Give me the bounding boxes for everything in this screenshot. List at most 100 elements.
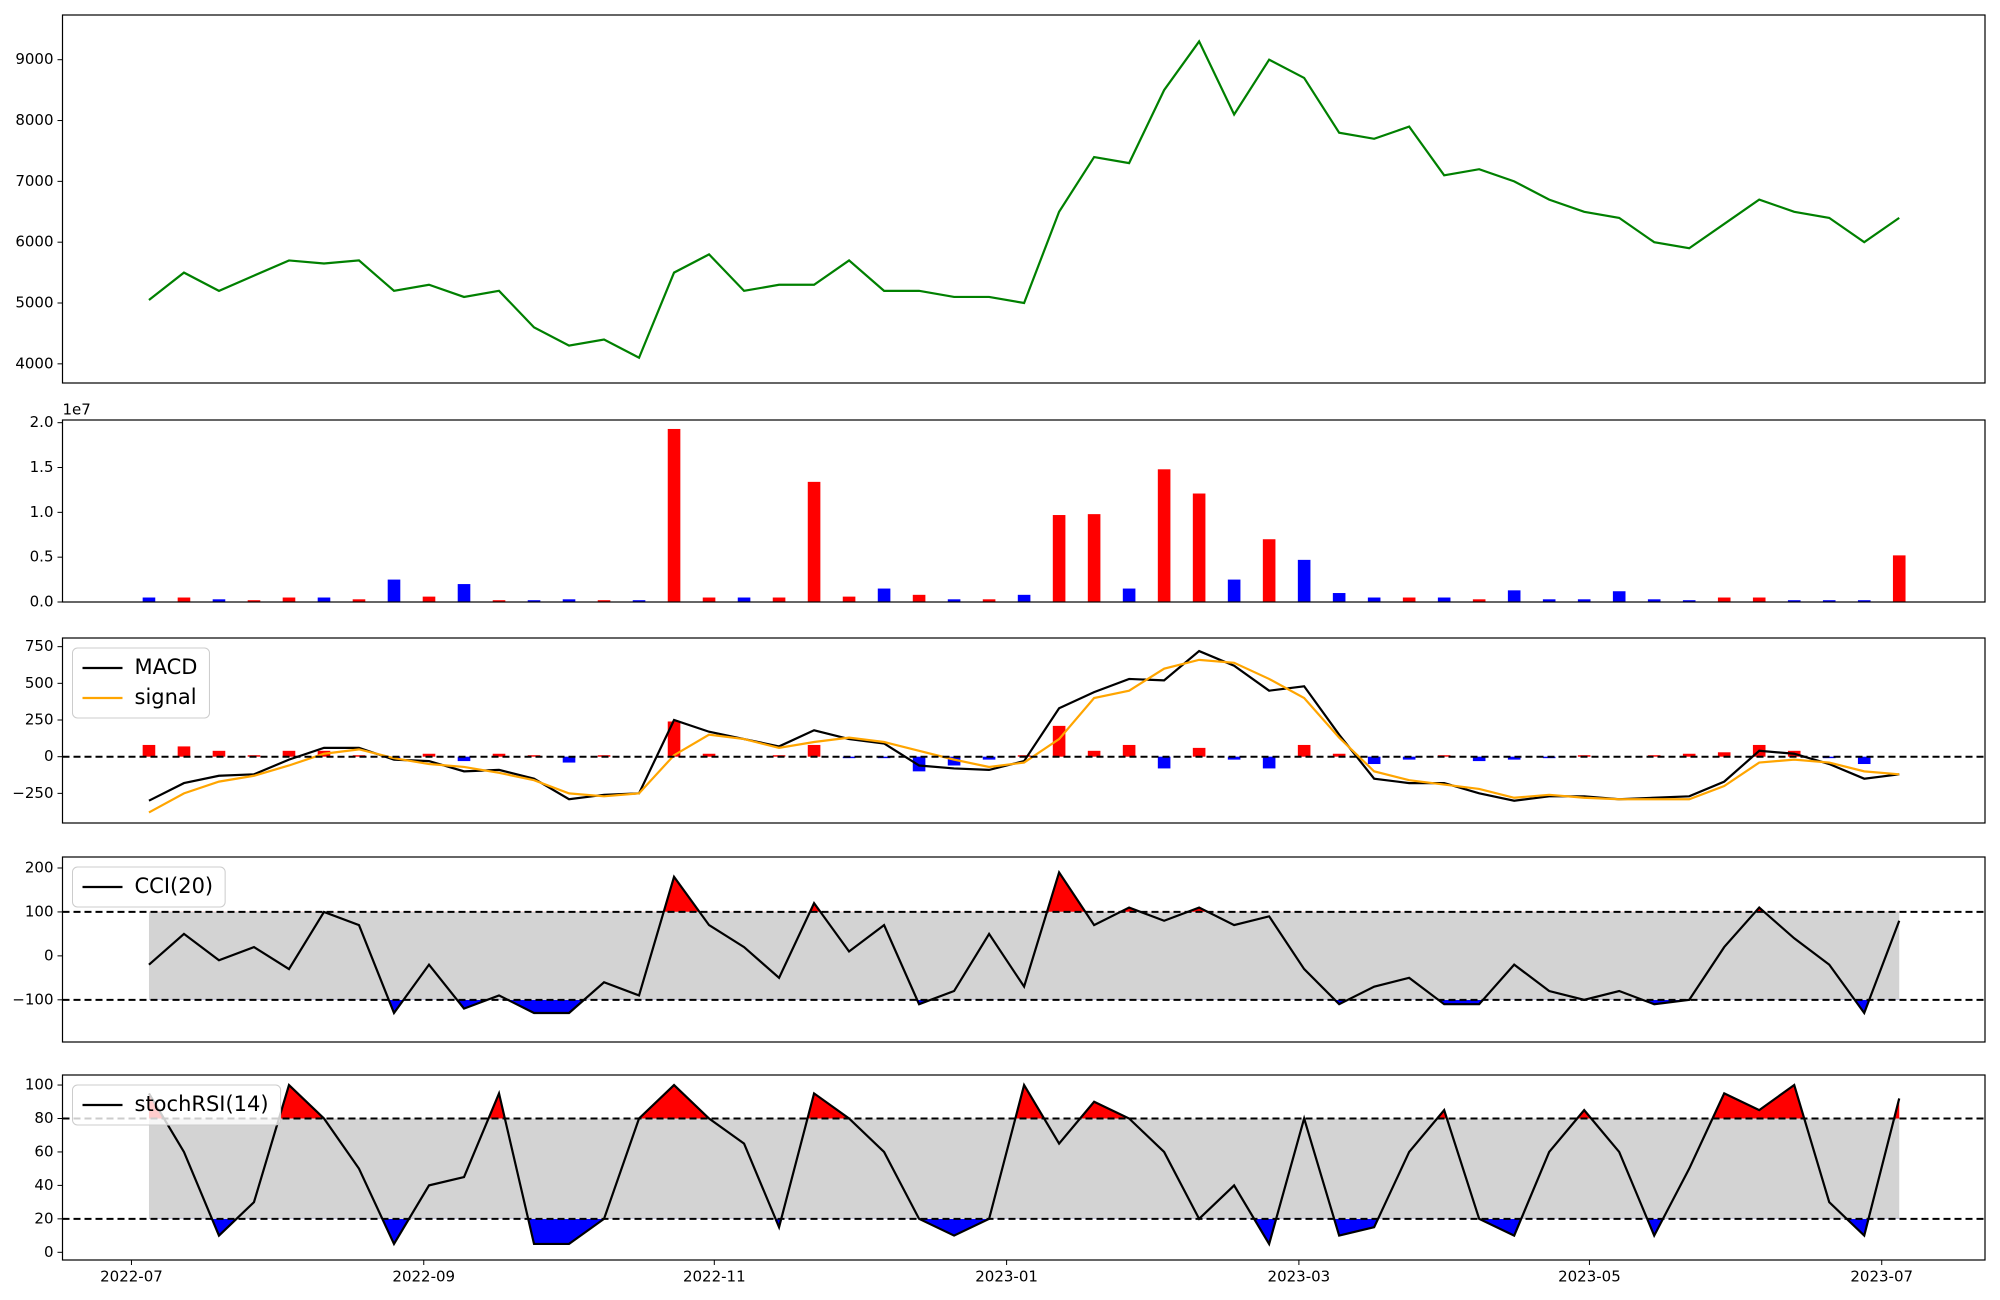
histogram-bar: [912, 756, 926, 772]
volume-bar: [1437, 597, 1451, 602]
histogram-bar: [1472, 756, 1486, 762]
y-tick-label: 40: [34, 1176, 53, 1194]
volume-bar: [1857, 600, 1871, 602]
x-tick-label: 2022-09: [392, 1268, 455, 1286]
volume-bar: [247, 600, 261, 602]
volume-bar: [1227, 579, 1241, 602]
upper-fill: [148, 1085, 1900, 1119]
volume-bar: [597, 600, 611, 602]
volume-bar: [737, 597, 751, 602]
volume-bar: [142, 597, 156, 602]
y-tick-label: 100: [25, 902, 54, 920]
y-tick-label: 2.0: [30, 413, 54, 431]
volume-bar: [1507, 590, 1521, 602]
volume-bar: [1122, 588, 1136, 602]
y-tick-label: 1.5: [30, 458, 54, 476]
histogram-bar: [1192, 747, 1206, 757]
series-line: [148, 1082, 1901, 1247]
volume-bar: [1017, 594, 1031, 602]
volume-bar: [1752, 597, 1766, 602]
volume-bar: [527, 600, 541, 602]
legend: stochRSI(14): [72, 1084, 282, 1126]
histogram-bar: [527, 755, 541, 757]
volume-bar: [1542, 599, 1556, 602]
offset-label: 1e7: [63, 401, 91, 419]
histogram-bar: [1332, 753, 1346, 757]
legend-label: CCI(20): [135, 874, 214, 898]
y-tick-label: −250: [12, 784, 53, 802]
volume-bar: [1717, 597, 1731, 602]
x-tick-label: 2023-01: [975, 1268, 1038, 1286]
histogram-bar: [982, 756, 996, 760]
legend-label: MACD: [135, 655, 198, 679]
volume-bar: [1052, 515, 1066, 602]
y-tick-label: 0.0: [30, 593, 54, 611]
x-tick-label: 2023-03: [1268, 1268, 1331, 1286]
y-tick-label: 100: [25, 1076, 54, 1094]
volume-bar: [562, 599, 576, 602]
legend-box: [72, 647, 210, 719]
histogram-bar: [1717, 752, 1731, 757]
panel: −100 0 100 200 CCI(20): [12, 856, 1986, 1043]
histogram-bar: [1857, 756, 1871, 765]
volume-bar: [387, 579, 401, 602]
histogram-bar: [877, 756, 891, 759]
plot-area: [62, 1082, 1985, 1247]
volume-bar: [457, 584, 471, 602]
legend: MACD signal: [72, 647, 210, 719]
plot-area: [62, 869, 1985, 1016]
x-tick-label: 2022-11: [683, 1268, 746, 1286]
volume-bar: [1472, 599, 1486, 602]
volume-bar: [912, 594, 926, 602]
histogram-bar: [352, 755, 366, 757]
panel: −250 0 250 500 750 MACD signal: [12, 637, 1986, 824]
histogram-bar: [212, 750, 226, 757]
histogram-bar: [1367, 756, 1381, 765]
y-tick-label: 5000: [15, 294, 53, 312]
y-tick-label: 4000: [15, 354, 53, 372]
volume-bar: [1262, 539, 1276, 602]
panel: 4000 5000 6000 7000 8000 9000: [15, 14, 1986, 384]
plot-area: [148, 39, 1900, 360]
panel-frame: [61, 1074, 1986, 1261]
histogram-bar: [667, 721, 681, 757]
y-tick-label: 750: [25, 637, 54, 655]
y-tick-label: 9000: [15, 50, 53, 68]
volume-bar: [317, 597, 331, 602]
panel-frame: [61, 856, 1986, 1043]
volume-bar: [842, 596, 856, 602]
volume-bar: [492, 600, 506, 602]
histogram-bar: [1507, 756, 1521, 760]
volume-bar: [1787, 600, 1801, 602]
volume-bar: [1682, 600, 1696, 602]
band: [148, 1118, 1900, 1219]
plot-area: [142, 428, 1906, 602]
histogram-bar: [562, 756, 576, 763]
histogram-bar: [1647, 755, 1661, 757]
legend: CCI(20): [72, 866, 226, 908]
histogram-bar: [702, 753, 716, 757]
series-line: [148, 39, 1900, 360]
volume-bar: [947, 599, 961, 602]
y-tick-label: 0.5: [30, 548, 54, 566]
y-tick-label: 500: [25, 674, 54, 692]
y-tick-label: 20: [34, 1209, 53, 1227]
lower-fill: [148, 1218, 1900, 1244]
histogram-bar: [1402, 756, 1416, 760]
histogram-bar: [1297, 744, 1311, 757]
plot-area: [62, 649, 1985, 814]
volume-bar: [1402, 597, 1416, 602]
histogram-bar: [492, 753, 506, 757]
volume-bar: [1192, 493, 1206, 602]
volume-bar: [1332, 593, 1346, 602]
volume-bar: [702, 597, 716, 602]
histogram-bar: [177, 746, 191, 757]
legend-box: [72, 1084, 282, 1126]
volume-bar: [352, 599, 366, 602]
panel-frame: [61, 419, 1986, 603]
x-tick-label: 2023-05: [1558, 1268, 1621, 1286]
y-tick-label: 6000: [15, 233, 53, 251]
y-tick-label: 80: [34, 1109, 53, 1127]
histogram-bar: [1227, 756, 1241, 760]
